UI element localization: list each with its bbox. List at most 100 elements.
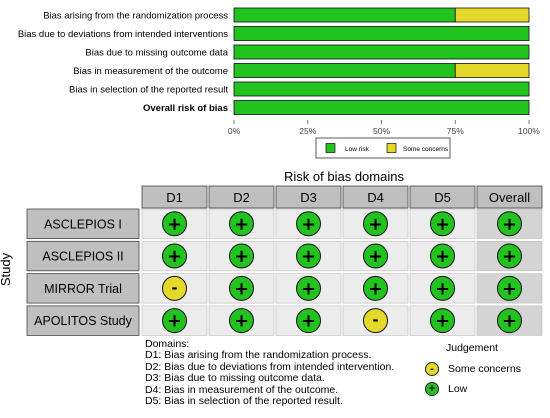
judgement-symbol: + [167, 311, 182, 332]
judgement-symbol: - [171, 279, 177, 297]
low-risk-icon [363, 211, 388, 237]
study-label: APOLITOS Study [34, 314, 132, 328]
study-label: MIRROR Trial [44, 282, 122, 296]
column-header-cell [208, 185, 275, 209]
column-header-cell [476, 185, 543, 209]
judgement-symbol: + [234, 246, 249, 267]
some-concerns-icon: - [425, 362, 439, 376]
low-risk-icon [162, 243, 187, 269]
legend-swatch [386, 143, 397, 153]
judgement-symbol: + [234, 278, 249, 299]
column-header-cell [275, 185, 342, 209]
bar-segment [454, 63, 530, 78]
x-tick-label: 75% [447, 126, 464, 136]
column-header-label: D3 [300, 190, 317, 205]
column-header-label: D1 [166, 190, 183, 205]
traffic-light-title: Risk of bias domains [284, 169, 404, 184]
low-risk-icon [229, 275, 254, 301]
low-risk-icon [296, 275, 321, 301]
low-risk-icon [430, 243, 455, 269]
low-risk-icon [430, 211, 455, 237]
judgement-symbol: + [435, 278, 450, 299]
category-label: Bias due to deviations from intended int… [18, 29, 228, 40]
low-risk-icon [497, 275, 522, 301]
low-risk-icon [229, 243, 254, 269]
legend-label: Low risk [345, 146, 370, 153]
low-risk-icon [296, 243, 321, 269]
study-label-cell [26, 305, 140, 336]
some-concerns-icon [363, 308, 388, 334]
judgement-symbol: + [301, 311, 316, 332]
bar-segment [233, 100, 530, 115]
low-risk-icon [497, 211, 522, 237]
category-label: Bias due to missing outcome data [85, 48, 228, 59]
column-header-cell [409, 185, 476, 209]
domains-legend-item: D4: Bias in measurement of the outcome. [145, 383, 339, 396]
low-risk-icon [296, 211, 321, 237]
judgement-legend-label: Some concerns [448, 363, 521, 375]
judgement-symbol: + [368, 214, 383, 235]
bar-legend: Low risk Some concerns [315, 137, 451, 159]
bar-segment [233, 44, 530, 60]
judgement-symbol: + [502, 278, 517, 299]
low-risk-icon [162, 308, 187, 334]
domains-legend: Domains: D1: Bias arising from the rando… [145, 338, 395, 407]
judgement-symbol: + [301, 278, 316, 299]
category-label: Bias in measurement of the outcome [73, 66, 228, 77]
traffic-light-plot: D1 D2 D3 D4 D5 Overall ASCLEPIOS I + + + + + + ASCLEP… [26, 185, 543, 336]
judgement-symbol: + [234, 214, 249, 235]
judgement-symbol: + [167, 214, 182, 235]
low-risk-icon [296, 308, 321, 334]
domains-legend-item: D1: Bias arising from the randomization … [145, 349, 372, 362]
column-header-cell [141, 185, 208, 209]
low-risk-icon [497, 243, 522, 269]
column-header-label: D2 [233, 190, 250, 205]
judgement-symbol: + [368, 246, 383, 267]
study-label: ASCLEPIOS II [42, 250, 123, 264]
judgement-symbol: + [234, 311, 249, 332]
low-risk-icon: + [425, 382, 439, 396]
judgement-legend-label: Low [448, 383, 468, 395]
low-risk-icon [430, 308, 455, 334]
judgement-symbol: + [301, 246, 316, 267]
domains-legend-item: D3: Bias due to missing outcome data. [145, 372, 325, 385]
category-label: Bias arising from the randomization proc… [43, 11, 228, 22]
category-label: Overall risk of bias [143, 103, 228, 114]
bar-segment [233, 81, 530, 97]
study-label-cell [26, 240, 140, 272]
judgement-symbol: + [301, 214, 316, 235]
low-risk-icon [363, 275, 388, 301]
judgement-symbol: + [368, 278, 383, 299]
column-header-label: Overall [489, 190, 530, 205]
bar-segment [454, 7, 530, 23]
judgement-symbol: + [167, 246, 182, 267]
judgement-symbol: + [435, 311, 450, 332]
column-header-cell [342, 185, 409, 209]
study-label-cell [26, 273, 140, 304]
low-risk-icon [497, 308, 522, 334]
column-header-label: D4 [367, 190, 384, 205]
legend-frame [315, 137, 451, 159]
category-label: Bias in selection of the reported result [69, 85, 228, 96]
summary-bar-chart: Bias arising from the randomization proc… [18, 7, 540, 159]
x-tick-label: 50% [373, 126, 390, 136]
study-label-cell [26, 208, 140, 239]
domains-legend-item: D2: Bias due to deviations from intended… [145, 360, 395, 373]
judgement-symbol: + [502, 311, 517, 332]
judgement-symbol: + [502, 214, 517, 235]
legend-swatch [325, 143, 336, 153]
low-risk-icon [162, 211, 187, 237]
low-risk-icon [229, 308, 254, 334]
low-risk-icon [430, 275, 455, 301]
some-concerns-icon [162, 275, 187, 301]
judgement-symbol: + [435, 214, 450, 235]
x-tick-label: 100% [518, 126, 540, 136]
domains-legend-heading: Domains: [145, 338, 190, 350]
column-header-label: D5 [434, 190, 451, 205]
judgement-symbol: - [372, 311, 378, 329]
judgement-symbol: + [502, 246, 517, 267]
legend-label: Some concerns [403, 146, 449, 153]
study-label: ASCLEPIOS I [44, 217, 122, 231]
judgement-legend-heading: Judgement [446, 342, 498, 354]
low-risk-icon [229, 211, 254, 237]
